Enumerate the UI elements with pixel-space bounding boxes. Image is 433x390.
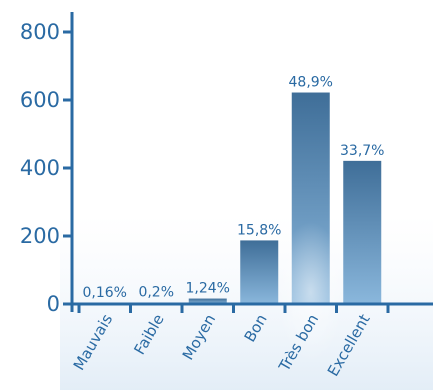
data-label: 48,9% [289, 75, 333, 91]
data-label: 1,24% [186, 281, 230, 297]
data-label: 0,2% [138, 285, 174, 301]
y-tick-label: 400 [20, 156, 60, 180]
bar-moyen [188, 298, 227, 304]
bar-highlight-glow [276, 222, 345, 362]
y-tick-label: 200 [20, 224, 60, 248]
data-label: 0,16% [83, 285, 127, 301]
bar-excellent [343, 160, 382, 304]
y-tick-label: 600 [20, 88, 60, 112]
y-tick-label: 0 [47, 292, 60, 316]
data-label: 15,8% [237, 222, 281, 238]
y-tick-label: 800 [20, 20, 60, 44]
data-label: 33,7% [340, 143, 384, 159]
bar-bon [240, 240, 279, 304]
